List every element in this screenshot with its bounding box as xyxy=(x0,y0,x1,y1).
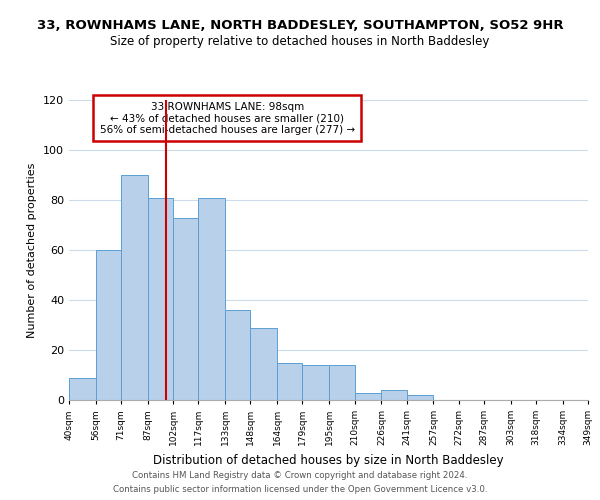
Text: Contains public sector information licensed under the Open Government Licence v3: Contains public sector information licen… xyxy=(113,485,487,494)
Bar xyxy=(302,365,329,400)
Text: 33, ROWNHAMS LANE, NORTH BADDESLEY, SOUTHAMPTON, SO52 9HR: 33, ROWNHAMS LANE, NORTH BADDESLEY, SOUT… xyxy=(37,19,563,32)
Bar xyxy=(69,378,96,400)
Bar xyxy=(199,198,225,400)
Bar xyxy=(96,250,121,400)
Bar xyxy=(173,218,199,400)
Bar xyxy=(250,328,277,400)
Bar xyxy=(329,365,355,400)
Bar xyxy=(148,198,173,400)
Text: Size of property relative to detached houses in North Baddesley: Size of property relative to detached ho… xyxy=(110,35,490,48)
Bar xyxy=(355,392,382,400)
Bar xyxy=(407,395,433,400)
Bar xyxy=(225,310,250,400)
Bar xyxy=(382,390,407,400)
Y-axis label: Number of detached properties: Number of detached properties xyxy=(28,162,37,338)
Text: Contains HM Land Registry data © Crown copyright and database right 2024.: Contains HM Land Registry data © Crown c… xyxy=(132,471,468,480)
X-axis label: Distribution of detached houses by size in North Baddesley: Distribution of detached houses by size … xyxy=(153,454,504,466)
Bar xyxy=(121,175,148,400)
Bar xyxy=(277,362,302,400)
Text: 33 ROWNHAMS LANE: 98sqm
← 43% of detached houses are smaller (210)
56% of semi-d: 33 ROWNHAMS LANE: 98sqm ← 43% of detache… xyxy=(100,102,355,134)
